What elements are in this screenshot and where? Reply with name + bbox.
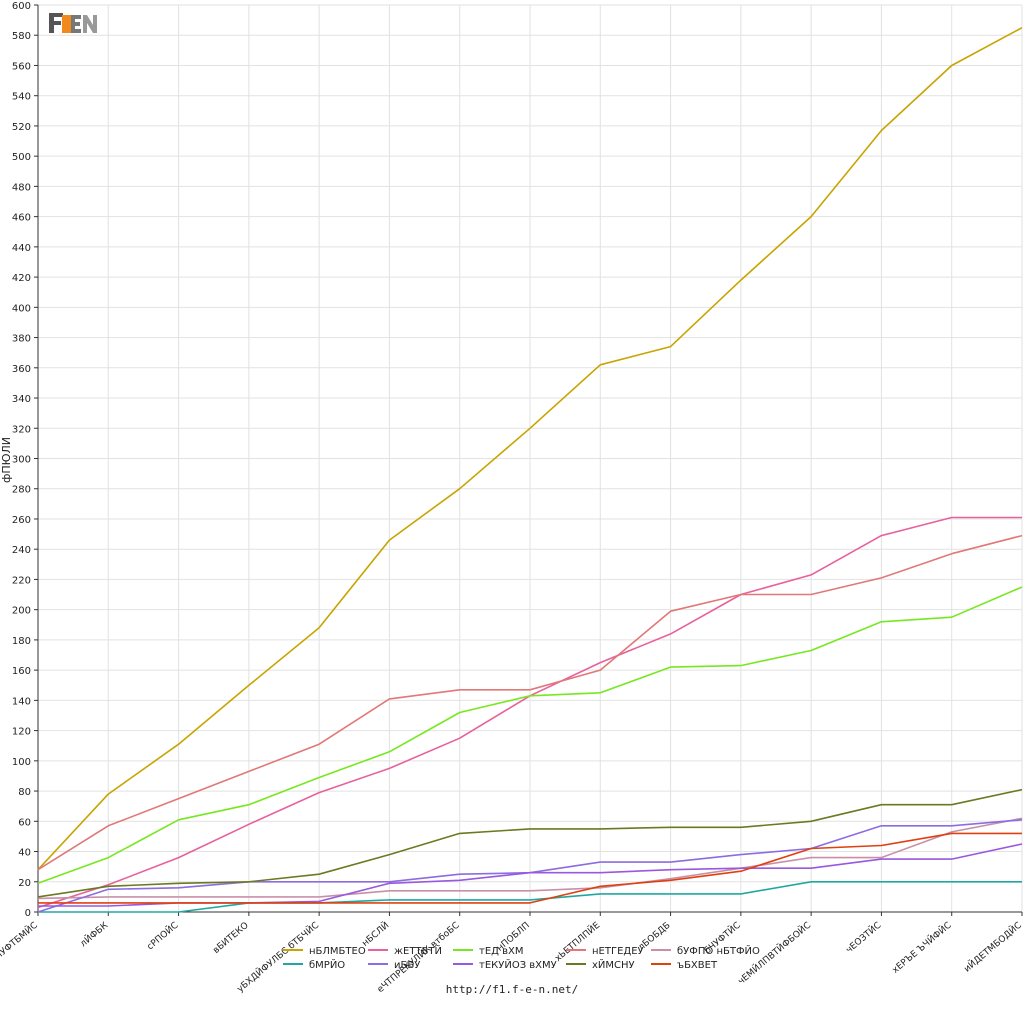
- y-tick-label: 220: [12, 575, 31, 586]
- legend-label: иББУ: [394, 960, 420, 971]
- legend-label: бУФПО нБТФЙО: [677, 944, 760, 957]
- y-tick-label: 560: [12, 61, 31, 72]
- series-line: [37, 586, 1023, 885]
- y-tick-label: 600: [12, 1, 31, 12]
- y-tick-label: 240: [12, 545, 31, 556]
- legend-item: иББУ: [368, 960, 420, 971]
- f1en-logo-icon: [47, 9, 99, 36]
- y-tick-label: 80: [18, 787, 31, 798]
- legend-item: тЕКУЙОЗ вХМУ: [453, 958, 557, 971]
- y-tick-label: 420: [12, 273, 31, 284]
- y-tick-label: 440: [12, 243, 31, 254]
- y-tick-label: 260: [12, 515, 31, 526]
- series-line: [37, 26, 1023, 871]
- y-tick-label: 0: [25, 908, 31, 919]
- legend-label: тЕКУЙОЗ вХМУ: [479, 958, 557, 971]
- y-tick-label: 100: [12, 757, 31, 768]
- y-tick-label: 280: [12, 485, 31, 496]
- x-tick-label: лЙФБК: [77, 919, 110, 950]
- y-tick-label: 300: [12, 455, 31, 466]
- y-tick-label: 160: [12, 666, 31, 677]
- y-tick-label: 520: [12, 122, 31, 133]
- series-line: [38, 880, 1022, 913]
- y-tick-label: 540: [12, 92, 31, 103]
- legend-item: жЕТТБТЙ: [368, 944, 442, 957]
- series-line: [37, 788, 1023, 898]
- x-tick-label: хЕРЪЕ ЪЧЙФЙС: [890, 919, 954, 976]
- x-tick-label: чЕОЗТЙС: [843, 919, 883, 955]
- legend-item: ъБХВЕТ: [651, 960, 718, 971]
- legend-item: тЕД вХМ: [453, 946, 524, 957]
- y-tick-label: 120: [12, 727, 31, 738]
- x-tick-label: хЬЕТПЛПЙЕ: [552, 919, 602, 964]
- y-tick-label: 500: [12, 152, 31, 163]
- y-tick-label: 180: [12, 636, 31, 647]
- x-tick-label: вБИТЕКО: [212, 921, 251, 956]
- legend-label: нБЛМБТЕО: [309, 946, 366, 957]
- y-tick-label: 200: [12, 606, 31, 617]
- y-tick-label: 460: [12, 213, 31, 224]
- y-tick-label: 580: [12, 31, 31, 42]
- x-tick-label: иЙДЕТМБОДЙС: [961, 919, 1024, 974]
- y-tick-label: 480: [12, 182, 31, 193]
- footer-url[interactable]: http://f1.f-e-n.net/: [445, 983, 579, 996]
- x-tick-label: бЧУФТБМЙС: [0, 919, 40, 965]
- x-tick-label: нБСЛЙ: [359, 919, 391, 949]
- legend-label: бМРЙО: [309, 958, 345, 971]
- y-tick-label: 360: [12, 364, 31, 375]
- y-tick-label: 320: [12, 424, 31, 435]
- legend-item: нЕТГЕДЕУ: [566, 946, 644, 957]
- legend: нБЛМБТЕО жЕТТБТЙ тЕД вХМ нЕТГЕДЕУ бУФПО нБТФ…: [283, 944, 760, 971]
- legend-item: хЙМСНУ: [566, 958, 635, 971]
- series-line: [37, 817, 1023, 900]
- series-line: [38, 832, 1022, 904]
- y-tick-label: 20: [18, 878, 31, 889]
- y-tick-label: 400: [12, 303, 31, 314]
- y-axis-label: фПЮЛИ: [0, 437, 13, 483]
- x-tick-label: сРПОЙС: [144, 919, 180, 952]
- y-tick-label: 40: [18, 848, 31, 859]
- legend-item: нБЛМБТЕО: [283, 946, 366, 957]
- y-tick-label: 380: [12, 334, 31, 345]
- y-tick-label: 60: [18, 817, 31, 828]
- legend-item: бМРЙО: [283, 958, 345, 971]
- legend-item: бУФПО нБТФЙО: [651, 944, 760, 957]
- legend-label: хЙМСНУ: [592, 958, 635, 971]
- legend-label: тЕД вХМ: [479, 946, 524, 957]
- grid: [37, 4, 1023, 913]
- series-lines: [37, 26, 1023, 913]
- y-tick-label: 140: [12, 696, 31, 707]
- legend-label: ъБХВЕТ: [677, 960, 718, 971]
- legend-label: жЕТТБТЙ: [394, 944, 442, 957]
- legend-label: нЕТГЕДЕУ: [592, 946, 644, 957]
- series-line: [37, 534, 1023, 871]
- y-tick-label: 340: [12, 394, 31, 405]
